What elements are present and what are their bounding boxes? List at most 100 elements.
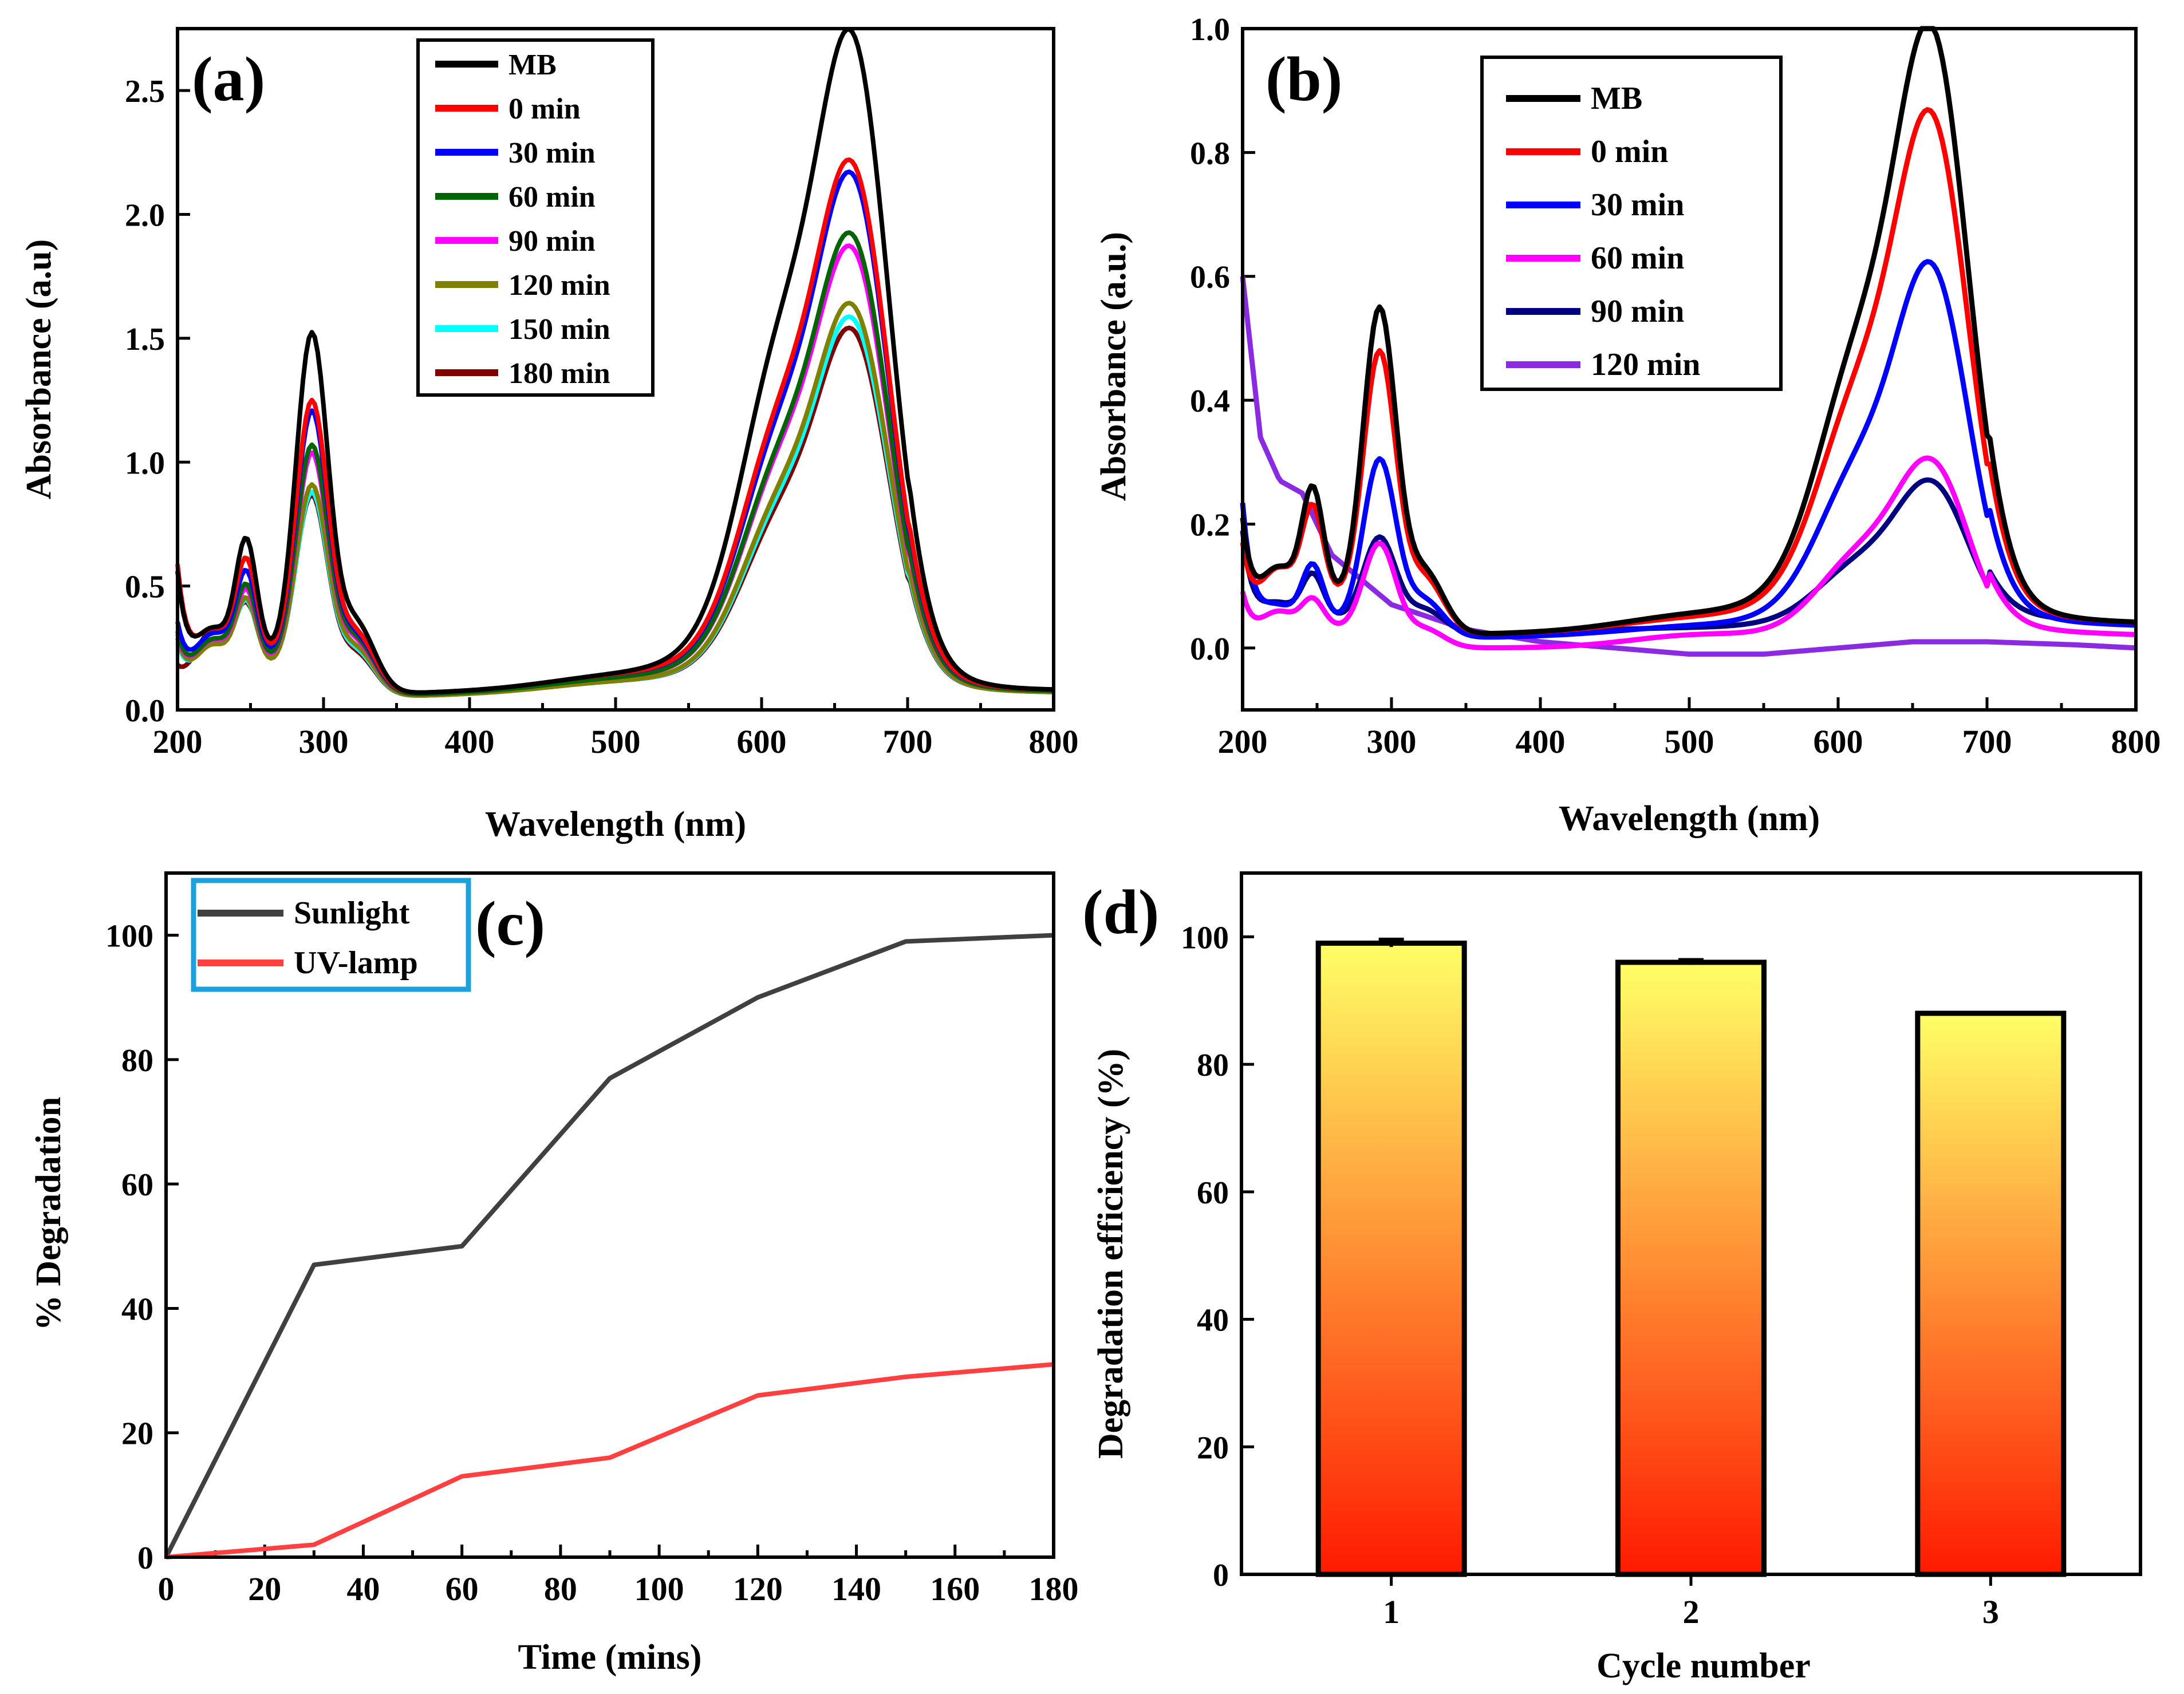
y-tick-label: 20 <box>1197 1430 1229 1466</box>
legend-label: 0 min <box>508 93 581 125</box>
x-tick-label: 600 <box>1814 723 1863 760</box>
y-tick-label: 1.5 <box>125 322 165 357</box>
panel-b-frame <box>1241 27 2138 712</box>
x-tick-label: 2 <box>1683 1593 1700 1630</box>
y-tick-label: 1.0 <box>1190 12 1230 48</box>
panel-d-plot: 0 20 40 60 80 100 1 2 3 <box>1181 920 2067 1630</box>
legend-label: MB <box>508 49 557 81</box>
series-line-150-min <box>175 314 1054 698</box>
bar-cycle-2 <box>1615 959 1767 1577</box>
panel-b-ylabel: Absorbance (a.u.) <box>1094 232 1133 501</box>
x-tick-label: 200 <box>153 723 203 760</box>
x-tick-label: 40 <box>346 1570 380 1608</box>
x-tick-label: 0 <box>158 1570 175 1608</box>
x-tick-label: 800 <box>1029 723 1079 760</box>
y-tick-label: 100 <box>105 919 153 954</box>
y-tick-label: 0.4 <box>1190 384 1230 419</box>
x-tick-label: 120 <box>733 1570 783 1608</box>
y-tick-label: 0.0 <box>125 693 165 729</box>
legend-label: 60 min <box>508 181 596 214</box>
x-tick-label: 140 <box>831 1570 881 1608</box>
y-tick-label: 80 <box>121 1043 153 1079</box>
panel-a-legend-frame <box>416 38 655 397</box>
x-tick-label: 600 <box>737 723 787 760</box>
panel-c-legend: Sunlight UV-lamp <box>191 878 471 992</box>
series-line-30-min <box>1240 259 2136 640</box>
x-tick-label: 3 <box>1982 1593 1999 1630</box>
panel-a-xlabel: Wavelength (nm) <box>485 805 746 844</box>
panel-a-plot: 200 300 400 500 600 700 800 0.0 0.5 1.0 1.5 2.0 2.5 <box>125 27 1079 760</box>
series-line-MB <box>175 27 1054 695</box>
panel-c-ylabel: % Degradation <box>29 1097 68 1330</box>
panel-a: 200 300 400 500 600 700 8000.00.51.01.52.02.5 … <box>19 27 1079 844</box>
x-tick-label: 60 <box>446 1570 479 1608</box>
y-tick-label: 60 <box>121 1167 153 1203</box>
series-line-120-min <box>175 301 1054 698</box>
panel-a-label: (a) <box>192 44 265 114</box>
panel-b-legend: MB 0 min 30 min 60 min 90 min 120 min <box>1480 56 1783 391</box>
y-tick-label: 0 <box>137 1541 153 1576</box>
y-tick-label: 20 <box>121 1416 153 1452</box>
x-tick-label: 300 <box>299 723 349 760</box>
y-tick-label: 1.0 <box>125 445 165 481</box>
x-tick-label: 500 <box>591 723 641 760</box>
y-tick-label: 60 <box>1197 1175 1229 1211</box>
x-tick-label: 20 <box>248 1570 281 1608</box>
series-line-180-min <box>176 325 1054 698</box>
y-tick-label: 0.0 <box>1190 631 1230 667</box>
panel-c-frame <box>164 871 1055 1559</box>
series-line-UV-lamp <box>165 1362 1054 1559</box>
panel-c-xlabel: Time (mins) <box>518 1638 702 1677</box>
y-tick-label: 2.0 <box>125 198 165 234</box>
y-tick-label: 40 <box>1197 1303 1229 1338</box>
x-tick-label: 100 <box>634 1570 684 1608</box>
x-tick-label: 800 <box>2111 723 2161 760</box>
panel-a-legend: MB 0 min 30 min 60 min 90 min 120 min 150 min 1… <box>416 38 655 397</box>
x-tick-label: 1 <box>1383 1593 1400 1630</box>
panel-c-plot: 0 20 40 60 80 100 120 140 160 180 0 20 40 60 80 100 <box>105 919 1079 1608</box>
y-tick-label: 80 <box>1197 1048 1229 1083</box>
legend-label: 120 min <box>1591 347 1700 382</box>
series-line-60-min <box>1240 455 2136 650</box>
legend-label: 180 min <box>508 357 610 390</box>
legend-label: 90 min <box>1591 294 1684 329</box>
panel-d-label: (d) <box>1082 877 1159 947</box>
panel-b-label: (b) <box>1266 44 1342 114</box>
panel-a-ylabel: Absorbance (a.u) <box>19 239 58 500</box>
panel-b: 200 300 400 500 600 700 8000.00.20.40.60.81.0 … <box>1094 12 2161 838</box>
series-line-0-min <box>1240 107 2136 636</box>
panel-d-xlabel: Cycle number <box>1596 1646 1811 1685</box>
panel-d-frame <box>1240 871 2142 1576</box>
x-tick-label: 700 <box>1962 723 2012 760</box>
y-tick-label: 0.6 <box>1190 260 1230 295</box>
y-tick-label: 0.8 <box>1190 136 1230 171</box>
y-tick-label: 0.2 <box>1190 507 1230 543</box>
legend-label: 90 min <box>508 225 596 258</box>
legend-label: 30 min <box>508 137 596 169</box>
panel-c-label: (c) <box>475 889 545 958</box>
panel-c: 0 20 40 60 80 100 120 140 160 180 0 20 40 60 80 100 (c)… <box>29 871 1079 1677</box>
legend-label: 150 min <box>508 313 610 346</box>
series-line-120-min <box>1240 276 2136 657</box>
legend-label: 30 min <box>1591 187 1684 223</box>
bar-cycle-3 <box>1915 1010 2067 1577</box>
y-tick-label: 0.5 <box>125 570 165 605</box>
bar-cycle-1 <box>1315 941 1467 1577</box>
x-tick-label: 180 <box>1029 1570 1079 1608</box>
legend-label: 60 min <box>1591 240 1684 276</box>
panel-b-xlabel: Wavelength (nm) <box>1559 799 1820 838</box>
y-tick-label: 100 <box>1181 920 1229 955</box>
y-tick-label: 0 <box>1213 1558 1229 1593</box>
panel-b-legend-frame <box>1480 56 1783 391</box>
x-tick-label: 500 <box>1665 723 1714 760</box>
legend-label: MB <box>1591 81 1642 116</box>
legend-label: 0 min <box>1591 134 1668 169</box>
x-tick-label: 160 <box>930 1570 980 1608</box>
y-tick-label: 2.5 <box>125 74 165 109</box>
x-tick-label: 700 <box>883 723 933 760</box>
panel-c-legend-frame <box>191 878 471 992</box>
x-tick-label: 300 <box>1367 723 1417 760</box>
series-line-Sunlight <box>164 933 1054 1558</box>
panel-d-ylabel: Degradation efficiency (%) <box>1091 1049 1130 1459</box>
